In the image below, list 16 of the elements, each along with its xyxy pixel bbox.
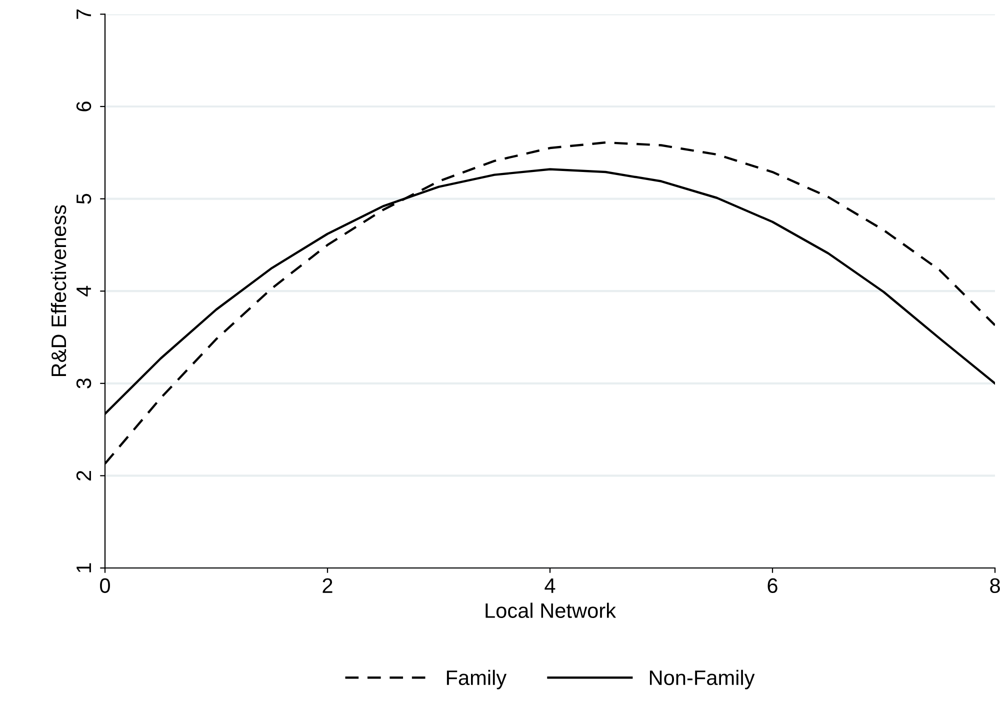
y-tick-label: 1 bbox=[76, 563, 91, 572]
legend-label: Family bbox=[446, 670, 507, 690]
y-tick-label: 5 bbox=[76, 194, 92, 204]
y-tick-label: 7 bbox=[76, 9, 91, 19]
x-tick-label: 4 bbox=[544, 578, 556, 593]
y-tick-label: 6 bbox=[76, 102, 92, 112]
x-axis-title: Local Network bbox=[486, 602, 616, 618]
x-tick-label: 6 bbox=[768, 578, 778, 594]
y-tick-label: 2 bbox=[76, 470, 91, 480]
y-tick-label: 3 bbox=[76, 378, 92, 388]
x-tick-label: 2 bbox=[322, 578, 332, 593]
legend-label: Non-Family bbox=[650, 670, 755, 690]
y-axis-title: R&D Effectiveness bbox=[50, 205, 66, 376]
x-tick-label: 8 bbox=[990, 578, 1000, 594]
y-tick-label: 4 bbox=[76, 286, 91, 296]
x-tick-label: 0 bbox=[100, 578, 110, 594]
